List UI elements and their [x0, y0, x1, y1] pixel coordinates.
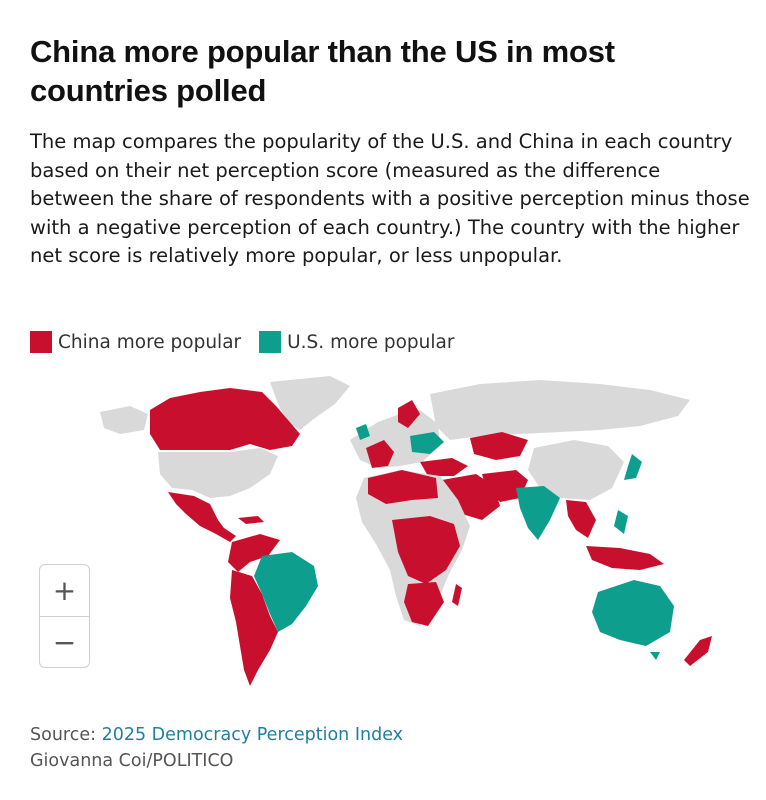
caribbean-region[interactable] — [238, 516, 264, 524]
legend-item-us: U.S. more popular — [259, 331, 454, 353]
north-africa-china[interactable] — [368, 470, 438, 504]
nordic-china[interactable] — [398, 400, 420, 428]
canada-region[interactable] — [150, 388, 300, 450]
madagascar-region[interactable] — [452, 584, 462, 606]
legend: China more popular U.S. more popular — [30, 331, 472, 353]
northern-south-america[interactable] — [228, 534, 280, 572]
source-prefix: Source: — [30, 725, 102, 745]
japan-region[interactable] — [624, 454, 642, 480]
west-europe-china[interactable] — [366, 440, 394, 468]
brazil-region[interactable] — [254, 552, 318, 632]
legend-label-us: U.S. more popular — [287, 331, 455, 353]
world-map[interactable] — [0, 370, 766, 700]
usa-region[interactable] — [158, 448, 278, 498]
legend-item-china: China more popular — [30, 331, 241, 353]
source-line: Source: 2025 Democracy Perception Index — [30, 722, 403, 748]
zoom-out-button[interactable]: − — [40, 616, 89, 667]
india-region[interactable] — [516, 486, 560, 540]
greenland-region[interactable] — [270, 376, 350, 430]
credit-line: Giovanna Coi/POLITICO — [30, 751, 234, 771]
page-subtitle: The map compares the popularity of the U… — [30, 130, 750, 267]
zoom-in-button[interactable]: + — [52, 574, 77, 607]
philippines-region[interactable] — [614, 510, 628, 534]
southeast-asia-region[interactable] — [566, 500, 596, 538]
china-region[interactable] — [528, 440, 624, 500]
alaska-region[interactable] — [100, 406, 148, 434]
indonesia-region[interactable] — [586, 546, 664, 570]
legend-swatch-china — [30, 331, 52, 353]
zoom-control: + − — [39, 564, 90, 668]
central-africa-china[interactable] — [392, 516, 460, 584]
legend-swatch-us — [259, 331, 282, 353]
southern-africa-china[interactable] — [404, 582, 444, 626]
russia-region[interactable] — [430, 380, 690, 440]
source-link[interactable]: 2025 Democracy Perception Index — [101, 725, 404, 745]
australia-region[interactable] — [592, 580, 674, 646]
andean-region[interactable] — [230, 570, 278, 686]
source-block: Source: 2025 Democracy Perception Index … — [30, 722, 403, 774]
tasmania-region[interactable] — [650, 652, 660, 660]
eastern-europe-us[interactable] — [410, 432, 444, 454]
iran-pakistan-region[interactable] — [482, 470, 528, 502]
new-zealand-region[interactable] — [684, 636, 712, 666]
turkey-region[interactable] — [420, 458, 468, 476]
page-title: China more popular than the US in most c… — [30, 34, 615, 108]
mexico-region[interactable] — [168, 492, 236, 542]
uk-ireland-us[interactable] — [356, 424, 370, 440]
kazakhstan-region[interactable] — [470, 432, 528, 460]
legend-label-china: China more popular — [58, 331, 242, 353]
